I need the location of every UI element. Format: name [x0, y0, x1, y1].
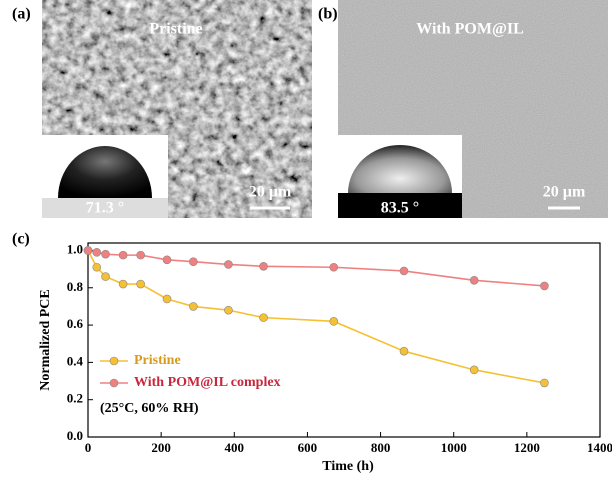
- marker: [224, 260, 232, 268]
- legend-label: With POM@IL complex: [134, 375, 281, 390]
- panel-label: (b): [318, 6, 338, 23]
- scale-label: 20 µm: [543, 184, 586, 201]
- marker: [260, 314, 268, 322]
- marker: [102, 273, 110, 281]
- marker: [102, 250, 110, 258]
- marker: [330, 317, 338, 325]
- x-tick-label: 400: [225, 440, 245, 455]
- marker: [330, 263, 338, 271]
- x-tick-label: 1000: [441, 440, 467, 455]
- y-tick-label: 0.0: [67, 428, 83, 443]
- x-tick-label: 1200: [514, 440, 540, 455]
- marker: [137, 280, 145, 288]
- x-axis-label: Time (h): [322, 459, 374, 474]
- marker: [84, 246, 92, 254]
- x-tick-label: 600: [298, 440, 318, 455]
- marker: [260, 262, 268, 270]
- marker: [400, 347, 408, 355]
- marker: [189, 258, 197, 266]
- marker: [470, 366, 478, 374]
- legend-marker: [110, 379, 118, 387]
- legend-marker: [110, 357, 118, 365]
- x-tick-label: 800: [371, 440, 391, 455]
- scale-label: 20 µm: [249, 184, 292, 201]
- marker: [540, 379, 548, 387]
- marker: [137, 251, 145, 259]
- marker: [163, 295, 171, 303]
- marker: [540, 282, 548, 290]
- marker: [470, 276, 478, 284]
- panel-label: (c): [12, 231, 30, 248]
- marker: [119, 280, 127, 288]
- y-tick-label: 1.0: [67, 241, 83, 256]
- page: {"images": [ {"label": "(a)", "caption":…: [0, 0, 612, 479]
- y-tick-label: 0.4: [67, 353, 84, 368]
- legend-label: Pristine: [134, 353, 181, 368]
- x-tick-label: 200: [151, 440, 171, 455]
- marker: [163, 256, 171, 264]
- image-caption: With POM@IL: [416, 21, 523, 38]
- marker: [189, 302, 197, 310]
- x-tick-label: 0: [85, 440, 92, 455]
- marker: [93, 248, 101, 256]
- marker: [224, 306, 232, 314]
- marker: [93, 263, 101, 271]
- contact-angle: 71.3 °: [86, 200, 124, 217]
- x-tick-label: 1400: [587, 440, 612, 455]
- y-tick-label: 0.8: [67, 279, 84, 294]
- y-axis-label: Normalized PCE: [38, 289, 53, 390]
- y-tick-label: 0.2: [67, 391, 83, 406]
- contact-angle: 83.5 °: [381, 200, 419, 217]
- y-tick-label: 0.6: [67, 316, 84, 331]
- figure: (a) Pristine 71.3 ° 20 µm (b) With POM@I…: [0, 0, 612, 479]
- annotation: (25°C, 60% RH): [100, 401, 199, 416]
- marker: [400, 267, 408, 275]
- image-caption: Pristine: [149, 21, 202, 38]
- marker: [119, 251, 127, 259]
- panel-label: (a): [12, 6, 31, 23]
